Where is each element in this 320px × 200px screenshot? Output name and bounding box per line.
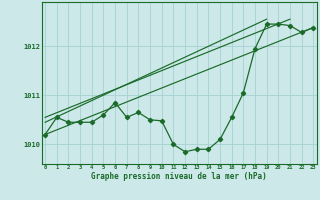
X-axis label: Graphe pression niveau de la mer (hPa): Graphe pression niveau de la mer (hPa)	[91, 172, 267, 181]
